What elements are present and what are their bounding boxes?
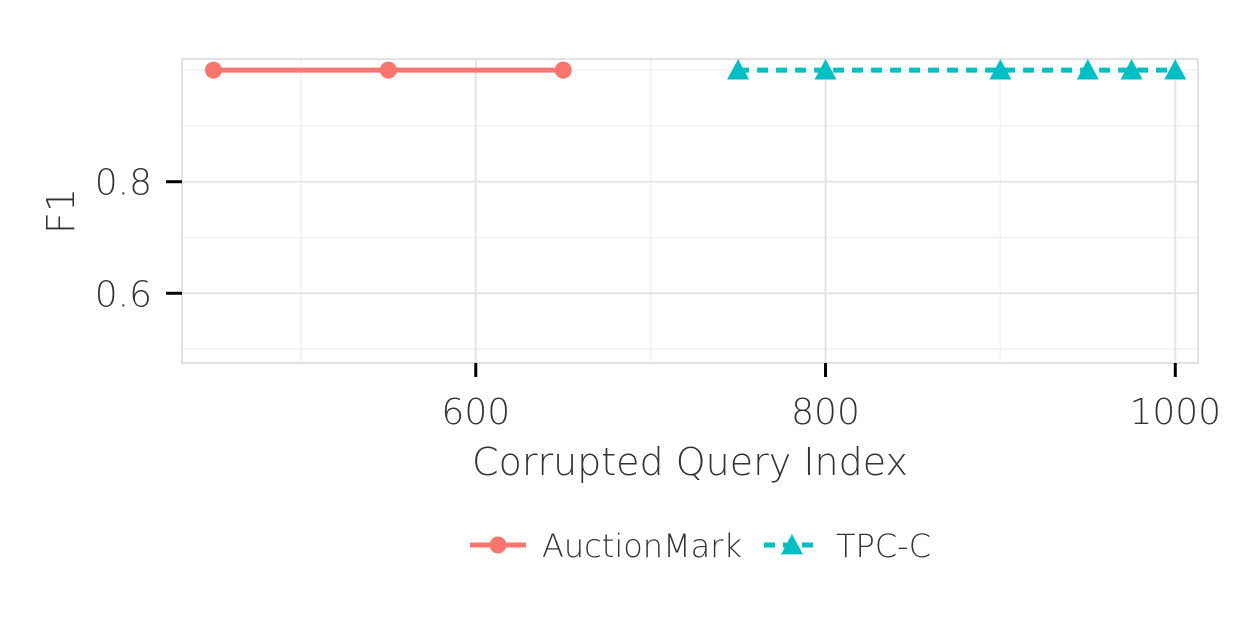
data-point-tpc-c	[1076, 59, 1099, 80]
legend-label-tpc-c: TPC-C	[836, 527, 931, 565]
series	[204, 59, 1187, 80]
x-tick-label: 600	[441, 392, 510, 433]
data-point-tpc-c	[1120, 59, 1143, 80]
x-axis-title: Corrupted Query Index	[472, 440, 908, 484]
x-tick-label: 800	[791, 392, 860, 433]
data-point-tpc-c	[1164, 59, 1187, 80]
grid	[182, 59, 1198, 363]
data-point-auctionmark	[379, 61, 397, 79]
legend-key-marker	[489, 536, 507, 554]
data-point-auctionmark	[204, 61, 222, 79]
legend-key-marker	[780, 534, 803, 555]
legend-label-auctionmark: AuctionMark	[542, 527, 742, 565]
data-point-auctionmark	[554, 61, 572, 79]
series-tpc-c	[727, 59, 1187, 80]
data-point-tpc-c	[814, 59, 837, 80]
y-tick-label: 0.8	[95, 163, 152, 204]
plot-panel	[181, 58, 1199, 364]
axes: 600 800 1000 0.6 0.8	[95, 163, 1221, 433]
legend-item-tpc-c: TPC-C	[763, 527, 931, 565]
x-tick-label: 1000	[1129, 392, 1221, 433]
legend-item-auctionmark: AuctionMark	[470, 527, 742, 565]
legend: AuctionMark TPC-C	[470, 527, 931, 565]
y-axis-title: F1	[39, 188, 83, 234]
data-point-tpc-c	[989, 59, 1012, 80]
series-auctionmark	[204, 61, 572, 79]
data-point-tpc-c	[727, 59, 750, 80]
y-tick-label: 0.6	[95, 274, 152, 315]
